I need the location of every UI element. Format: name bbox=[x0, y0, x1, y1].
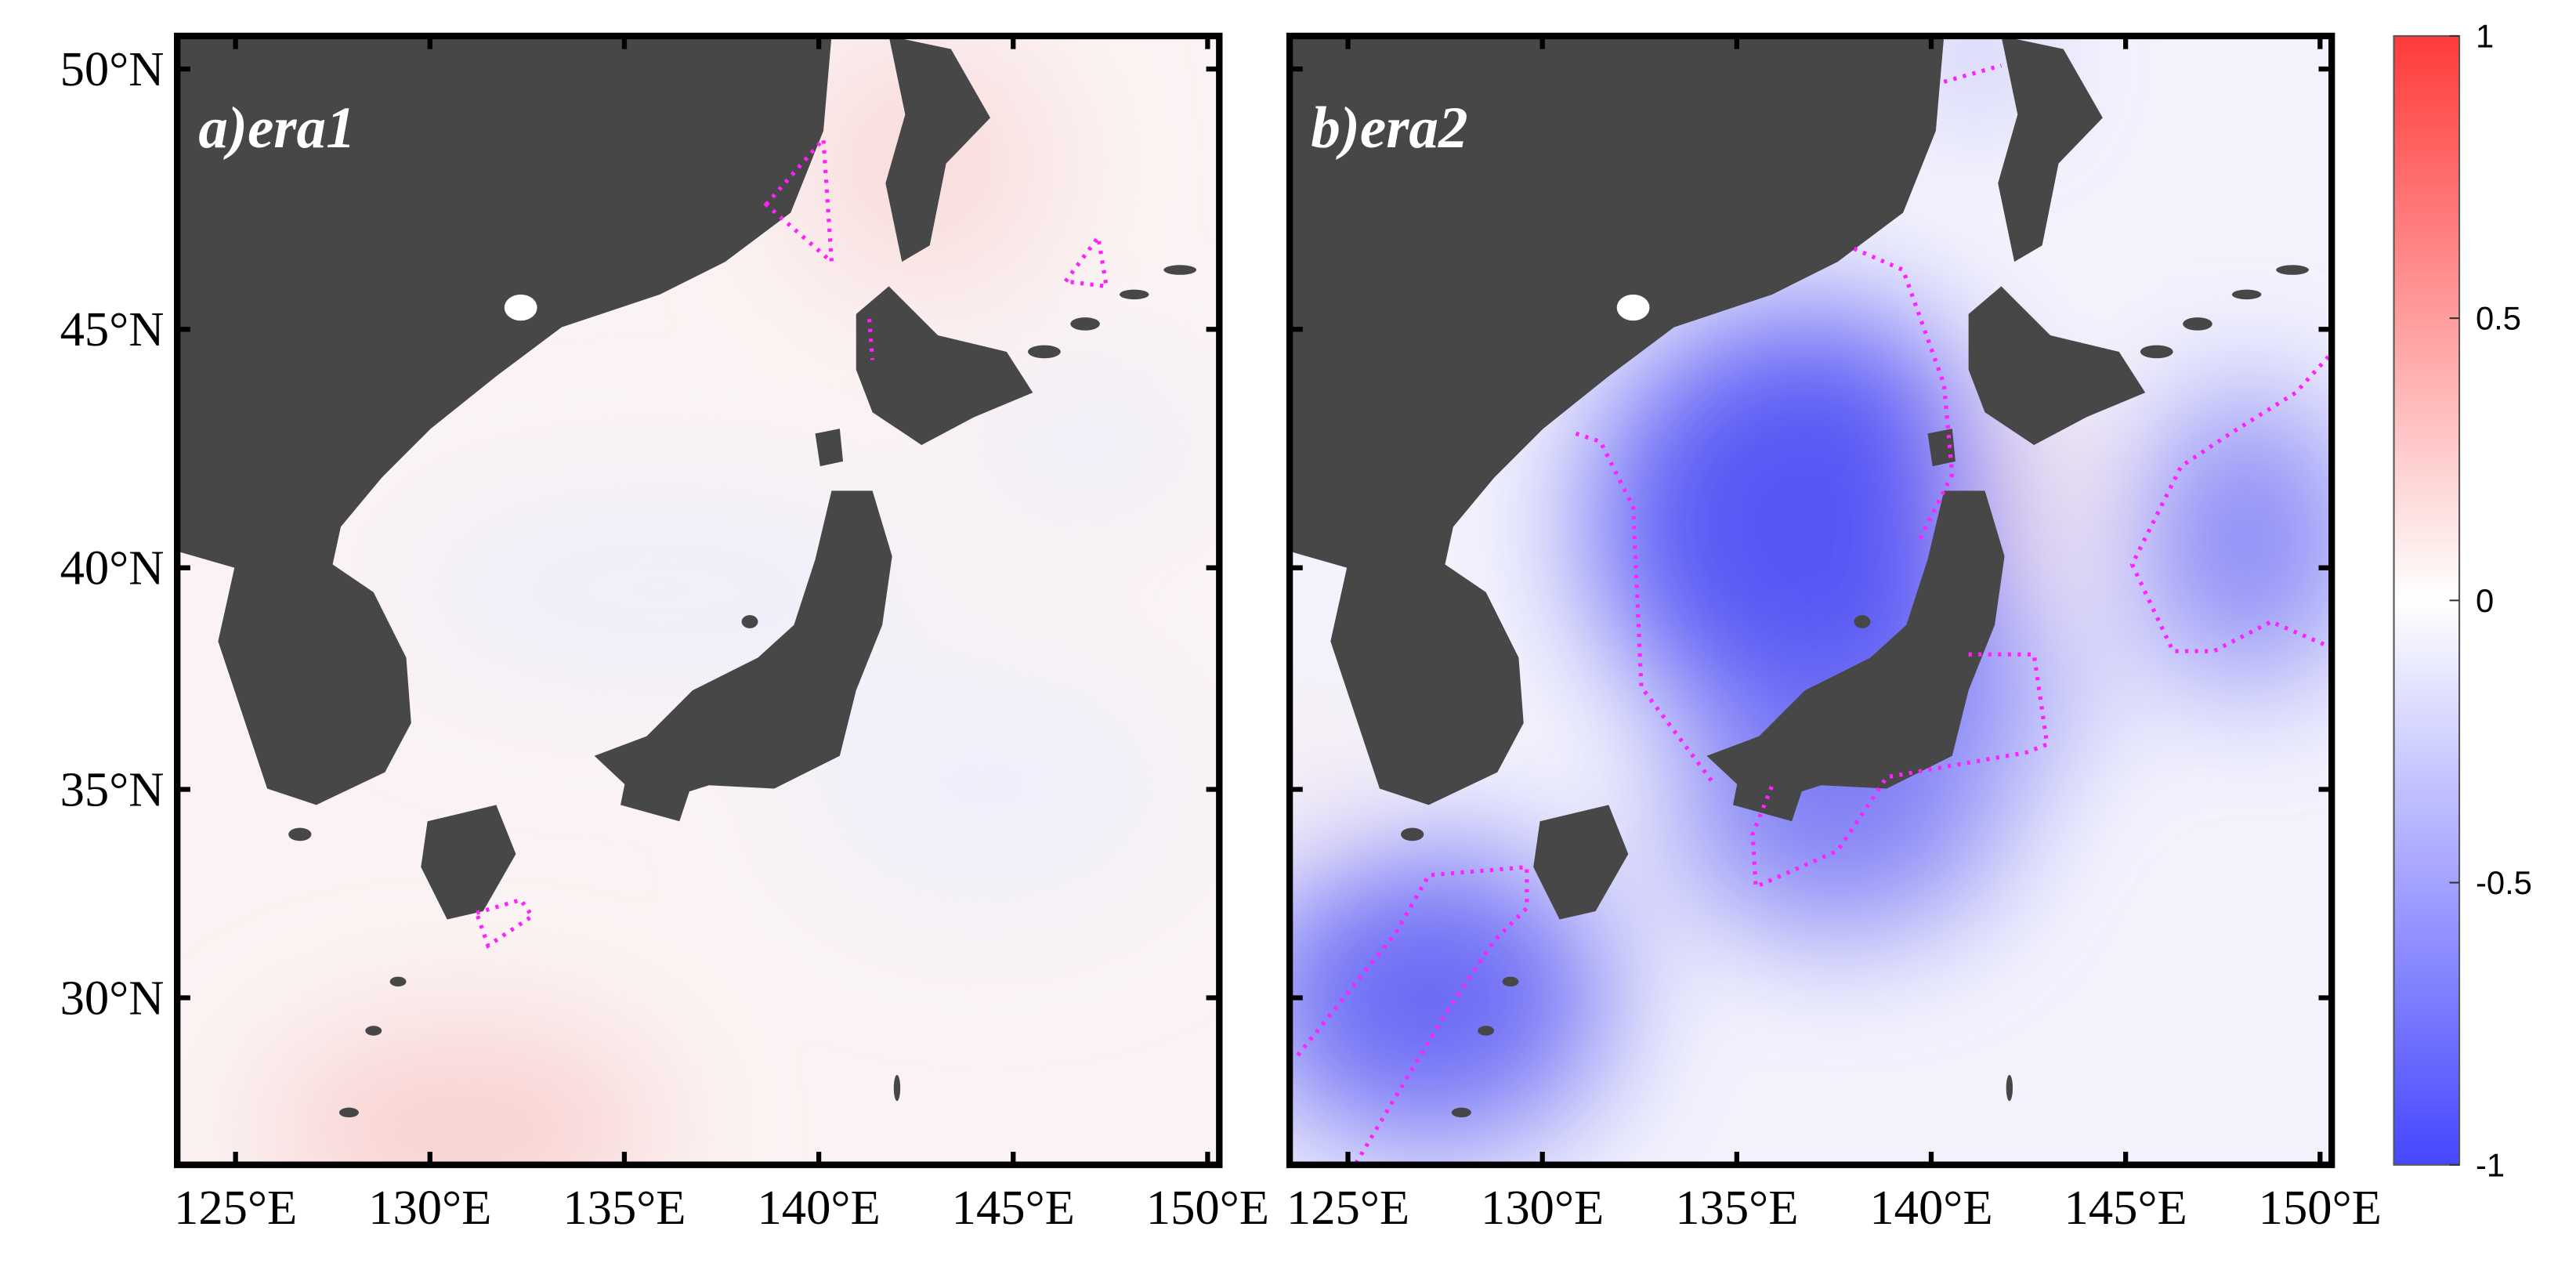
x-tick-label: 125°E bbox=[1286, 1180, 1409, 1235]
panel-label: a)era1 bbox=[198, 96, 355, 161]
x-tick-label: 150°E bbox=[1146, 1180, 1269, 1235]
colorbar-tick-label: 1 bbox=[2476, 18, 2494, 55]
x-tick-label: 145°E bbox=[2064, 1180, 2187, 1235]
panel-a: a)era1 bbox=[174, 32, 1223, 1168]
x-tick-label: 130°E bbox=[1481, 1180, 1604, 1235]
x-tick-label: 145°E bbox=[952, 1180, 1075, 1235]
panel-label: b)era2 bbox=[1311, 96, 1467, 161]
y-tick-label: 30°N bbox=[60, 970, 165, 1025]
x-tick-label: 140°E bbox=[1869, 1180, 1992, 1235]
panel-b: b)era2 bbox=[1286, 32, 2335, 1168]
x-tick-label: 150°E bbox=[2259, 1180, 2382, 1235]
x-tick-label: 135°E bbox=[1675, 1180, 1798, 1235]
colorbar-tick-label: -1 bbox=[2476, 1146, 2505, 1183]
colorbar-tick-label: 0.5 bbox=[2476, 300, 2521, 337]
x-tick-label: 140°E bbox=[757, 1180, 880, 1235]
x-tick-label: 130°E bbox=[368, 1180, 491, 1235]
y-tick-label: 40°N bbox=[60, 541, 165, 595]
colorbar-tick-label: -0.5 bbox=[2476, 864, 2532, 901]
x-tick-label: 135°E bbox=[563, 1180, 686, 1235]
x-tick-label: 125°E bbox=[174, 1180, 297, 1235]
y-tick-label: 35°N bbox=[60, 762, 165, 816]
y-tick-label: 45°N bbox=[60, 302, 165, 356]
y-tick-label: 50°N bbox=[60, 42, 165, 96]
colorbar-tick-label: 0 bbox=[2476, 582, 2494, 619]
